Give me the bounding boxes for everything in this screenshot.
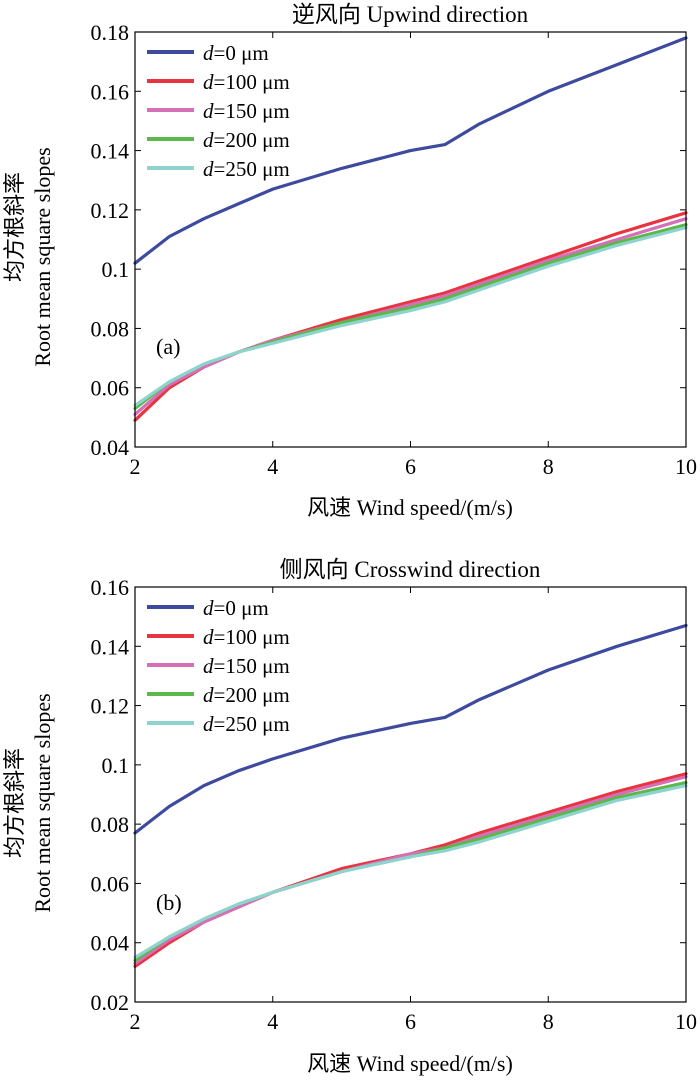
panel-label: (b) [156, 890, 182, 915]
x-tick-label: 8 [543, 1009, 554, 1034]
x-tick-label: 4 [267, 1009, 278, 1034]
y-tick-label: 0.14 [91, 139, 130, 164]
x-tick-label: 2 [130, 454, 141, 479]
x-tick-label: 6 [405, 454, 416, 479]
legend-entry: d=200 μm [203, 128, 290, 152]
x-tick-label: 2 [130, 1009, 141, 1034]
legend-entry: d=250 μm [203, 157, 290, 181]
y-tick-label: 0.1 [102, 753, 130, 778]
panel-label: (a) [156, 334, 180, 359]
y-tick-label: 0.16 [91, 575, 130, 600]
legend-entry: d=0 μm [203, 41, 269, 65]
y-tick-label: 0.08 [91, 812, 130, 837]
x-tick-label: 4 [267, 454, 278, 479]
legend-entry: d=100 μm [203, 70, 290, 94]
y-tick-label: 0.1 [102, 257, 130, 282]
y-tick-label: 0.06 [91, 376, 130, 401]
legend-entry: d=0 μm [203, 596, 269, 620]
chart-title: 侧风向 Crosswind direction [280, 557, 541, 582]
series-line [133, 226, 688, 408]
chart-upwind: 逆风向 Upwind direction 均方根斜率 Root mean squ… [2, 2, 697, 520]
x-axis-label: 风速 Wind speed/(m/s) [307, 1051, 513, 1076]
legend-entry: d=100 μm [203, 625, 290, 649]
y-tick-label: 0.18 [91, 20, 130, 45]
y-tick-label: 0.12 [91, 694, 130, 719]
plot-lines [133, 36, 688, 422]
y-tick-label: 0.06 [91, 871, 130, 896]
y-tick-label: 0.02 [91, 990, 130, 1015]
y-axis-label-zh: 均方根斜率 [2, 748, 27, 858]
legend-entry: d=150 μm [203, 654, 290, 678]
x-tick-label: 8 [543, 454, 554, 479]
chart-crosswind: 侧风向 Crosswind direction 均方根斜率 Root mean … [2, 557, 697, 1076]
y-tick-label: 0.04 [91, 435, 130, 460]
series-line [133, 780, 688, 963]
x-tick-label: 10 [675, 454, 697, 479]
y-axis-label: Root mean square slopes [30, 147, 55, 366]
y-tick-label: 0.14 [91, 634, 130, 659]
legend-entry: d=250 μm [203, 712, 290, 736]
series-line [133, 623, 688, 835]
y-tick-label: 0.04 [91, 931, 130, 956]
y-tick-label: 0.16 [91, 79, 130, 104]
series-line [133, 36, 688, 265]
series-line [133, 783, 688, 960]
legend-entry: d=150 μm [203, 99, 290, 123]
legend: d=0 μm d=100 μm d=150 μm d=200 μm d=250 μm [147, 596, 290, 736]
x-axis-label: 风速 Wind speed/(m/s) [307, 495, 513, 520]
y-axis-label-zh: 均方根斜率 [2, 172, 27, 282]
y-axis-label: Root mean square slopes [30, 693, 55, 912]
plot-lines [133, 623, 688, 969]
y-tick-label: 0.12 [91, 198, 130, 223]
y-tick-label: 0.08 [91, 316, 130, 341]
legend-entry: d=200 μm [203, 683, 290, 707]
x-tick-label: 10 [675, 1009, 697, 1034]
chart-title: 逆风向 Upwind direction [292, 2, 529, 27]
legend: d=0 μm d=100 μm d=150 μm d=200 μm d=250 μm [147, 41, 290, 181]
x-tick-label: 6 [405, 1009, 416, 1034]
series-line [133, 223, 688, 411]
